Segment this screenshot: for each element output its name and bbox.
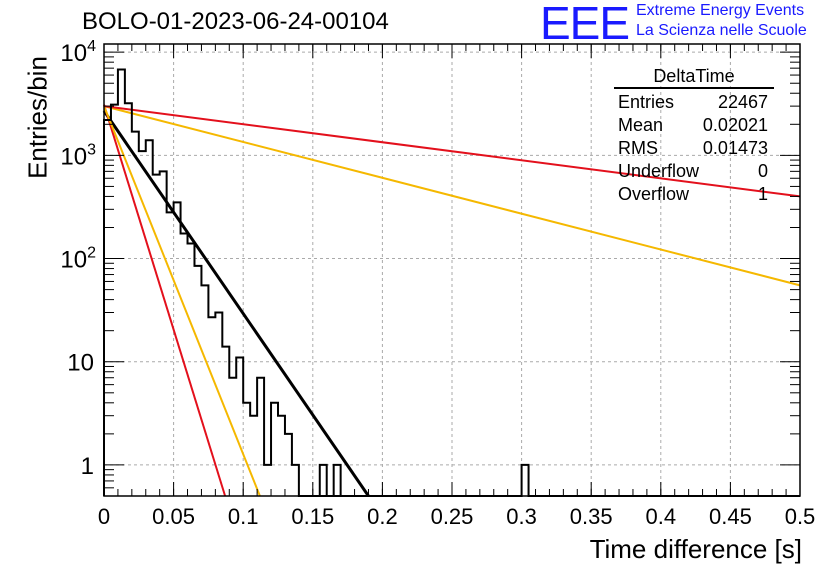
stats-row-mean: Mean 0.02021 bbox=[614, 114, 774, 137]
x-axis: 0 0.05 0.1 0.15 0.2 0.25 0.3 0.35 0.4 0.45 0.5 bbox=[98, 44, 815, 529]
plot-title: BOLO-01-2023-06-24-00104 bbox=[82, 8, 389, 35]
stats-value: 0.02021 bbox=[702, 115, 768, 135]
stats-box: DeltaTime Entries 22467 Mean 0.02021 RMS… bbox=[614, 66, 774, 206]
stats-row-entries: Entries 22467 bbox=[614, 91, 774, 114]
stats-label: Entries bbox=[618, 92, 675, 112]
stats-value: 1 bbox=[757, 184, 768, 204]
y-tick-label: 102 bbox=[60, 245, 96, 274]
x-tick-label: 0.45 bbox=[709, 504, 752, 529]
x-tick-label: 0.05 bbox=[152, 504, 195, 529]
stats-value: 0 bbox=[757, 161, 768, 181]
stats-label: RMS bbox=[618, 138, 658, 158]
y-tick-label: 104 bbox=[60, 38, 96, 67]
fit-curve bbox=[103, 105, 801, 287]
stats-row-overflow: Overflow 1 bbox=[614, 183, 774, 206]
y-axis-label: Entries/bin bbox=[22, 56, 53, 179]
y-tick-label: 103 bbox=[60, 141, 96, 170]
fit-curve bbox=[102, 110, 370, 497]
fit-curve bbox=[103, 105, 261, 497]
stats-label: Overflow bbox=[618, 184, 690, 204]
histogram-bin bbox=[332, 463, 342, 496]
x-tick-label: 0.4 bbox=[646, 504, 677, 529]
stats-row-rms: RMS 0.01473 bbox=[614, 137, 774, 160]
stats-row-underflow: Underflow 0 bbox=[614, 160, 774, 183]
x-tick-label: 0 bbox=[98, 504, 110, 529]
stats-label: Mean bbox=[618, 115, 664, 135]
stats-label: Underflow bbox=[618, 161, 700, 181]
stats-value: 22467 bbox=[717, 92, 768, 112]
x-tick-label: 0.15 bbox=[291, 504, 334, 529]
x-tick-label: 0.5 bbox=[785, 504, 816, 529]
x-tick-label: 0.25 bbox=[431, 504, 474, 529]
stats-value: 0.01473 bbox=[702, 138, 768, 158]
x-tick-label: 0.3 bbox=[506, 504, 537, 529]
x-tick-label: 0.35 bbox=[570, 504, 613, 529]
histogram-bin bbox=[318, 463, 328, 496]
y-tick-label: 10 bbox=[67, 350, 94, 377]
y-tick-label: 1 bbox=[81, 453, 94, 480]
x-tick-label: 0.1 bbox=[228, 504, 259, 529]
logo-line-1: Extreme Energy Events bbox=[636, 2, 805, 19]
fit-curve bbox=[103, 105, 801, 198]
logo-mark: EEE bbox=[540, 0, 630, 49]
logo-line-2: La Scienza nelle Scuole bbox=[636, 22, 807, 39]
stats-title: DeltaTime bbox=[614, 66, 774, 89]
x-tick-label: 0.2 bbox=[367, 504, 398, 529]
fit-curves bbox=[102, 104, 801, 497]
fit-curve bbox=[103, 104, 227, 497]
x-axis-label: Time difference [s] bbox=[589, 534, 802, 564]
